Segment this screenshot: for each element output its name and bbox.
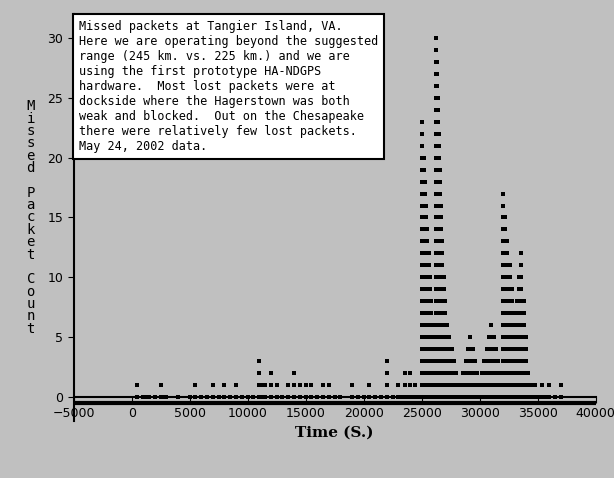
Y-axis label: M
i
s
s
e
d

P
a
c
k
e
t

C
o
u
n
t: M i s s e d P a c k e t C o u n t: [26, 99, 35, 336]
X-axis label: Time (S.): Time (S.): [295, 426, 374, 440]
Text: Missed packets at Tangier Island, VA.
Here we are operating beyond the suggested: Missed packets at Tangier Island, VA. He…: [79, 20, 378, 153]
